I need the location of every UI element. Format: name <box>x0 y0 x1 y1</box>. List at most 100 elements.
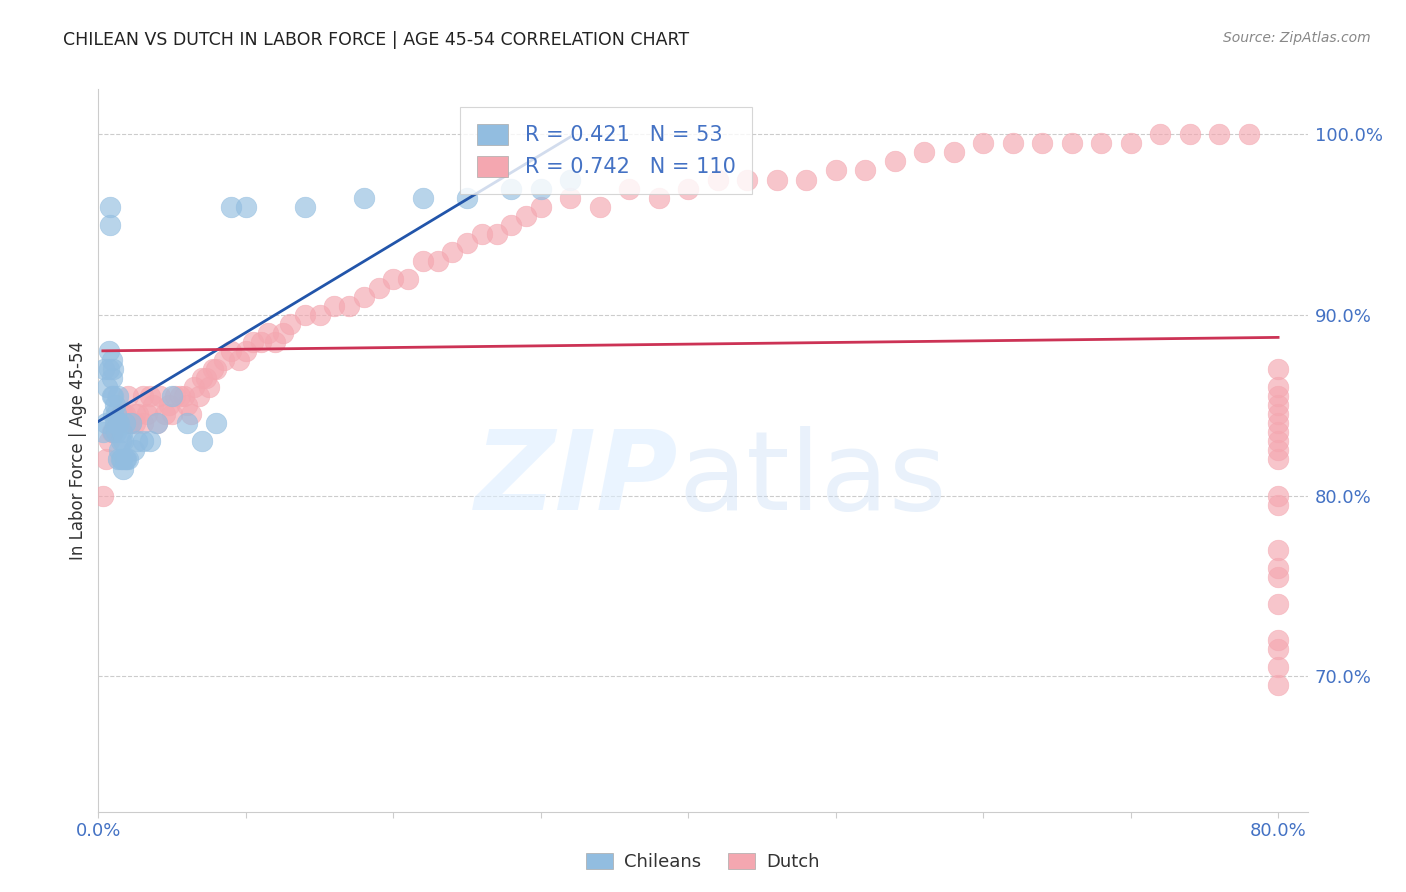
Point <box>883 154 905 169</box>
Point <box>765 172 787 186</box>
Point <box>1267 660 1289 674</box>
Point <box>648 190 671 204</box>
Point <box>560 172 582 186</box>
Point <box>1267 561 1289 575</box>
Point <box>100 389 122 403</box>
Point <box>105 417 128 431</box>
Point <box>120 417 142 431</box>
Point <box>131 389 153 403</box>
Point <box>205 417 228 431</box>
Point <box>1267 570 1289 584</box>
Point <box>114 407 136 421</box>
Point <box>228 353 250 368</box>
Point <box>104 398 127 412</box>
Point <box>530 181 553 195</box>
Point <box>101 362 124 376</box>
Point <box>205 362 228 376</box>
Point <box>93 362 115 376</box>
Point <box>1267 398 1289 412</box>
Point <box>124 417 146 431</box>
Point <box>367 281 389 295</box>
Point <box>91 425 114 440</box>
Point <box>131 417 153 431</box>
Point <box>942 145 965 160</box>
Point <box>560 190 582 204</box>
Point <box>382 272 405 286</box>
Point <box>100 353 122 368</box>
Point <box>98 218 121 232</box>
Text: ZIP: ZIP <box>475 425 679 533</box>
Point <box>110 452 132 467</box>
Point <box>1208 128 1230 142</box>
Point <box>1267 489 1289 503</box>
Point <box>101 425 124 440</box>
Point <box>139 389 162 403</box>
Point <box>107 389 129 403</box>
Point <box>530 200 553 214</box>
Point <box>94 452 117 467</box>
Point <box>111 425 134 440</box>
Point <box>1267 542 1289 557</box>
Point <box>456 190 478 204</box>
Point <box>105 407 128 421</box>
Point <box>1090 136 1112 151</box>
Point <box>396 272 419 286</box>
Point <box>114 417 136 431</box>
Point <box>242 334 264 349</box>
Point <box>278 317 301 331</box>
Point <box>131 434 153 449</box>
Point <box>100 425 122 440</box>
Point <box>1001 136 1024 151</box>
Point <box>1267 417 1289 431</box>
Point <box>176 417 198 431</box>
Point <box>107 452 129 467</box>
Point <box>501 181 523 195</box>
Point <box>426 253 449 268</box>
Text: Source: ZipAtlas.com: Source: ZipAtlas.com <box>1223 31 1371 45</box>
Point <box>1267 642 1289 657</box>
Point <box>294 200 316 214</box>
Point <box>125 434 148 449</box>
Point <box>271 326 294 340</box>
Point <box>1267 678 1289 692</box>
Point <box>104 417 127 431</box>
Point <box>157 398 180 412</box>
Point <box>824 163 846 178</box>
Point <box>1267 380 1289 394</box>
Point <box>146 417 169 431</box>
Point <box>1267 425 1289 440</box>
Point <box>94 417 117 431</box>
Point <box>97 344 120 359</box>
Point <box>101 389 124 403</box>
Point <box>176 398 198 412</box>
Point <box>160 389 183 403</box>
Legend: Chileans, Dutch: Chileans, Dutch <box>579 846 827 879</box>
Point <box>619 181 641 195</box>
Point <box>110 407 132 421</box>
Point <box>1267 407 1289 421</box>
Point <box>110 434 132 449</box>
Point <box>353 290 375 304</box>
Point <box>100 371 122 385</box>
Point <box>1031 136 1053 151</box>
Point <box>1060 136 1083 151</box>
Point <box>1119 136 1142 151</box>
Point <box>219 344 242 359</box>
Point <box>456 235 478 250</box>
Point <box>96 380 118 394</box>
Point <box>1267 362 1289 376</box>
Point <box>235 200 257 214</box>
Point <box>1267 633 1289 648</box>
Y-axis label: In Labor Force | Age 45-54: In Labor Force | Age 45-54 <box>69 341 87 560</box>
Point <box>127 407 149 421</box>
Point <box>195 371 218 385</box>
Point <box>1267 434 1289 449</box>
Point <box>1267 597 1289 611</box>
Point <box>142 398 165 412</box>
Point <box>117 417 139 431</box>
Point <box>107 417 129 431</box>
Point <box>412 253 434 268</box>
Point <box>735 172 758 186</box>
Point <box>257 326 280 340</box>
Point <box>108 443 131 458</box>
